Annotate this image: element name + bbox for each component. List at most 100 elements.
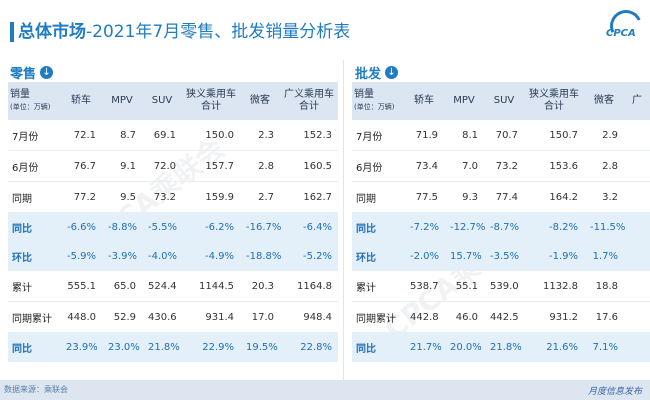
column-header: 广义乘用车合计 (280, 82, 338, 120)
table-cell: 9.3 (444, 181, 484, 213)
table-cell: 21.8% (142, 332, 182, 362)
table-cell: 73.4 (404, 150, 444, 182)
logo-text: CPCA (606, 28, 636, 39)
table-cell: 77.2 (60, 181, 102, 213)
wholesale-table: 销量 (单位：万辆) 轿车 MPV SUV 狭义乘用车合计 微客广 7月份 71.9 8.1 70… (352, 82, 650, 362)
table-cell: 8.7 (102, 120, 142, 151)
column-header: MPV (102, 82, 142, 120)
table-cell: 18.8 (584, 270, 624, 302)
page-title: 总体市场-2021年7月零售、批发销量分析表 (10, 20, 350, 44)
column-header: SUV (484, 82, 524, 120)
footer-bar (0, 380, 650, 400)
table-cell: 448.0 (60, 301, 102, 333)
title-bold: 总体市场 (18, 22, 86, 42)
table-cell: 159.9 (182, 181, 240, 213)
retail-header-row: 销量 (单位：万辆) 轿车 MPV SUV 狭义乘用车合计 微客 广义乘用车合计 (8, 82, 338, 120)
arrow-down-circle-icon: ↓ (385, 65, 399, 79)
table-cell: 52.9 (102, 301, 142, 333)
column-header: MPV (444, 82, 484, 120)
table-cell: -3.9% (102, 241, 142, 271)
table-row: 6月份 76.7 9.1 72.0 157.7 2.8 160.5 (8, 150, 338, 182)
logo-swoosh-icon (605, 5, 647, 47)
table-cell: 1144.5 (182, 270, 240, 302)
footer-source: 数据来源：乘联会 (4, 385, 68, 394)
table-cell: 1164.8 (280, 270, 338, 302)
corner-unit: (单位：万辆) (10, 103, 51, 111)
table-cell: -3.5% (484, 241, 524, 271)
row-label: 7月份 (352, 120, 404, 151)
corner-title: 销量 (10, 89, 30, 100)
table-cell: 2.8 (584, 150, 624, 182)
table-cell: 70.7 (484, 120, 524, 151)
table-cell: 73.2 (142, 181, 182, 213)
row-label: 同比 (352, 332, 404, 362)
table-cell: -5.9% (60, 241, 102, 271)
table-cell: 17.6 (584, 301, 624, 333)
table-row: 同比 -7.2% -12.7% -8.7% -8.2% -11.5% (352, 212, 650, 242)
table-cell: 65.0 (102, 270, 142, 302)
table-row: 同期 77.2 9.5 73.2 159.9 2.7 162.7 (8, 181, 338, 213)
table-cell: 77.5 (404, 181, 444, 213)
table-cell: -12.7% (444, 212, 485, 242)
table-cell (624, 332, 650, 362)
table-row: 累计 555.1 65.0 524.4 1144.5 20.3 1164.8 (8, 270, 338, 302)
row-label: 6月份 (352, 150, 404, 182)
column-header: SUV (142, 82, 182, 120)
table-row: 环比 -5.9% -3.9% -4.0% -4.9% -18.8% -5.2% (8, 241, 338, 271)
table-cell: 430.6 (142, 301, 182, 333)
table-cell (624, 212, 650, 242)
corner-title: 销量 (354, 89, 374, 100)
table-cell: 162.7 (280, 181, 338, 213)
table-cell: -16.7% (240, 212, 281, 242)
table-cell: 164.2 (524, 181, 584, 213)
column-header: 轿车 (60, 82, 102, 120)
table-cell: 72.1 (60, 120, 102, 151)
table-cell: 9.1 (102, 150, 142, 182)
table-cell: 55.1 (444, 270, 484, 302)
table-cell: 76.7 (60, 150, 102, 182)
table-cell: 153.6 (524, 150, 584, 182)
table-cell: 17.0 (240, 301, 280, 333)
table-cell: 160.5 (280, 150, 338, 182)
footer-note: 月度信息发布 (587, 387, 642, 397)
table-cell (624, 241, 650, 271)
retail-section-header: 零售 ↓ (10, 63, 54, 82)
table-cell (624, 181, 650, 213)
row-label: 同期累计 (352, 301, 404, 333)
table-row: 7月份 72.1 8.7 69.1 150.0 2.3 152.3 (8, 120, 338, 151)
table-cell: -8.8% (102, 212, 142, 242)
table-cell: 150.7 (524, 120, 584, 151)
table-row: 累计 538.7 55.1 539.0 1132.8 18.8 (352, 270, 650, 302)
table-cell: -8.7% (484, 212, 524, 242)
retail-table-body: 7月份 72.1 8.7 69.1 150.0 2.3 152.3 6月份 76.7 9.1 72.… (8, 120, 338, 362)
table-cell: -2.0% (404, 241, 444, 271)
table-cell: 15.7% (444, 241, 484, 271)
table-cell: 152.3 (280, 120, 338, 151)
table-cell: 23.0% (102, 332, 142, 362)
table-cell: 2.8 (240, 150, 280, 182)
wholesale-table-body: 7月份 71.9 8.1 70.7 150.7 2.9 6月份 73.4 7.0 73.2 153.… (352, 120, 650, 362)
column-header: 微客 (240, 82, 280, 120)
table-cell: 150.0 (182, 120, 240, 151)
row-label: 累计 (8, 270, 60, 302)
row-label: 环比 (8, 241, 60, 271)
table-cell (624, 120, 650, 151)
table-row: 同期累计 448.0 52.9 430.6 931.4 17.0 948.4 (8, 301, 338, 333)
table-cell (624, 270, 650, 302)
table-cell: 539.0 (484, 270, 524, 302)
table-cell: 7.0 (444, 150, 484, 182)
row-label: 6月份 (8, 150, 60, 182)
column-header: 广 (624, 82, 650, 120)
wholesale-header-row: 销量 (单位：万辆) 轿车 MPV SUV 狭义乘用车合计 微客广 (352, 82, 650, 120)
table-cell (624, 150, 650, 182)
table-cell: 20.3 (240, 270, 280, 302)
column-header: 狭义乘用车合计 (182, 82, 240, 120)
table-cell: -1.9% (524, 241, 584, 271)
row-label: 同比 (352, 212, 404, 242)
row-label: 同比 (8, 332, 60, 362)
column-header: 微客 (584, 82, 624, 120)
table-corner-header: 销量 (单位：万辆) (352, 82, 404, 120)
table-cell: 948.4 (280, 301, 338, 333)
table-cell: 2.3 (240, 120, 280, 151)
column-header: 轿车 (404, 82, 444, 120)
